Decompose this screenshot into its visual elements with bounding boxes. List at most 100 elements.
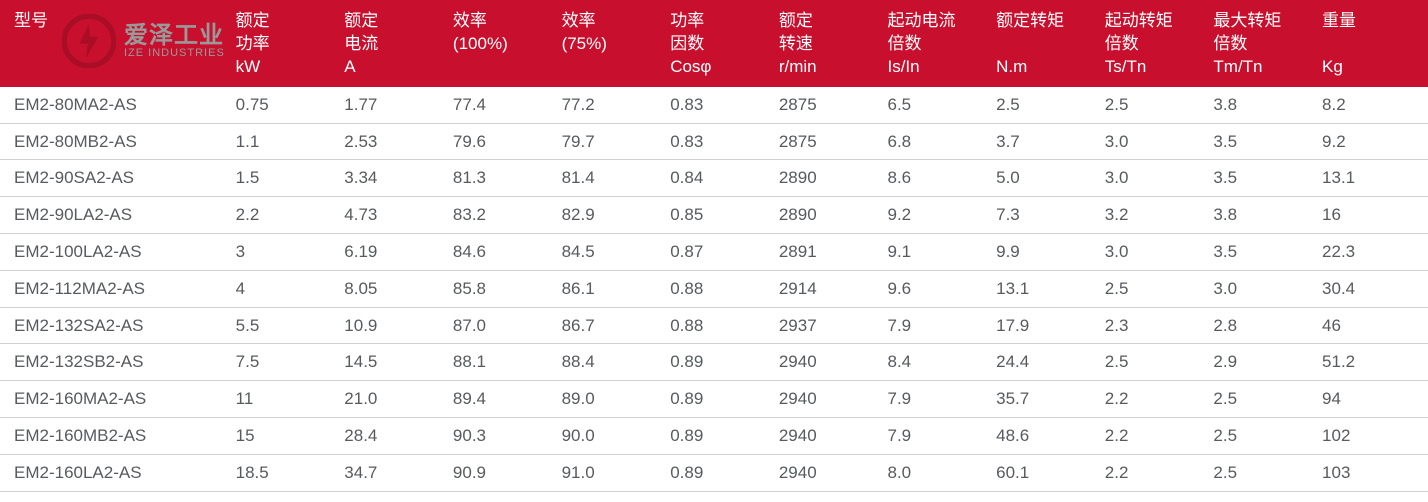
cell-isin: 6.5 xyxy=(879,87,988,123)
cell-model: EM2-160MB2-AS xyxy=(0,417,228,454)
cell-torque: 5.0 xyxy=(988,160,1097,197)
cell-power: 5.5 xyxy=(228,307,337,344)
cell-weight: 30.4 xyxy=(1314,270,1428,307)
header-line: 转速 xyxy=(779,33,872,56)
header-line: 效率 xyxy=(453,10,546,33)
cell-model: EM2-90SA2-AS xyxy=(0,160,228,197)
cell-power: 3 xyxy=(228,234,337,271)
header-line: 因数 xyxy=(670,33,763,56)
cell-current: 8.05 xyxy=(336,270,445,307)
cell-tstn: 2.3 xyxy=(1097,307,1206,344)
cell-pf: 0.89 xyxy=(662,381,771,418)
cell-eff75: 86.1 xyxy=(554,270,663,307)
cell-weight: 94 xyxy=(1314,381,1428,418)
cell-eff100: 83.2 xyxy=(445,197,554,234)
table-row: EM2-112MA2-AS48.0585.886.10.8829149.613.… xyxy=(0,270,1428,307)
cell-eff75: 90.0 xyxy=(554,417,663,454)
cell-model: EM2-90LA2-AS xyxy=(0,197,228,234)
col-header-tstn: 起动转矩倍数Ts/Tn xyxy=(1097,0,1206,87)
cell-tmtn: 2.8 xyxy=(1205,307,1314,344)
header-line: 电流 xyxy=(344,33,437,56)
cell-eff100: 87.0 xyxy=(445,307,554,344)
header-line: 额定转矩 xyxy=(996,10,1089,33)
cell-tstn: 3.0 xyxy=(1097,234,1206,271)
col-header-torque: 额定转矩 N.m xyxy=(988,0,1097,87)
cell-current: 10.9 xyxy=(336,307,445,344)
cell-isin: 9.2 xyxy=(879,197,988,234)
cell-pf: 0.83 xyxy=(662,123,771,160)
cell-tstn: 2.2 xyxy=(1097,454,1206,491)
cell-eff75: 79.7 xyxy=(554,123,663,160)
cell-model: EM2-132SA2-AS xyxy=(0,307,228,344)
cell-torque: 17.9 xyxy=(988,307,1097,344)
cell-isin: 7.9 xyxy=(879,381,988,418)
cell-speed: 2937 xyxy=(771,307,880,344)
cell-weight: 13.1 xyxy=(1314,160,1428,197)
cell-eff100: 88.1 xyxy=(445,344,554,381)
cell-eff75: 81.4 xyxy=(554,160,663,197)
cell-eff100: 85.8 xyxy=(445,270,554,307)
cell-power: 1.1 xyxy=(228,123,337,160)
cell-tmtn: 2.5 xyxy=(1205,381,1314,418)
cell-tmtn: 3.0 xyxy=(1205,270,1314,307)
cell-torque: 48.6 xyxy=(988,417,1097,454)
cell-model: EM2-132SB2-AS xyxy=(0,344,228,381)
header-line: 起动电流 xyxy=(887,10,980,33)
cell-speed: 2875 xyxy=(771,123,880,160)
header-line: 型号 xyxy=(14,10,220,33)
cell-torque: 9.9 xyxy=(988,234,1097,271)
table-row: EM2-160LA2-AS18.534.790.991.00.8929408.0… xyxy=(0,454,1428,491)
header-line: (100%) xyxy=(453,33,546,56)
cell-tstn: 2.5 xyxy=(1097,87,1206,123)
cell-power: 7.5 xyxy=(228,344,337,381)
cell-weight: 46 xyxy=(1314,307,1428,344)
cell-tmtn: 2.9 xyxy=(1205,344,1314,381)
cell-tstn: 2.5 xyxy=(1097,344,1206,381)
header-line: A xyxy=(344,56,437,79)
table-row: EM2-80MB2-AS1.12.5379.679.70.8328756.83.… xyxy=(0,123,1428,160)
cell-weight: 16 xyxy=(1314,197,1428,234)
cell-pf: 0.88 xyxy=(662,270,771,307)
motor-spec-table: 型号 额定功率kW额定电流A效率(100%) 效率(75%) 功率因数Cosφ额… xyxy=(0,0,1428,492)
cell-pf: 0.89 xyxy=(662,454,771,491)
header-line: 倍数 xyxy=(887,33,980,56)
cell-pf: 0.87 xyxy=(662,234,771,271)
cell-isin: 9.6 xyxy=(879,270,988,307)
table-row: EM2-132SA2-AS5.510.987.086.70.8829377.91… xyxy=(0,307,1428,344)
cell-power: 1.5 xyxy=(228,160,337,197)
cell-isin: 7.9 xyxy=(879,417,988,454)
header-line: Tm/Tn xyxy=(1213,56,1306,79)
cell-tstn: 3.2 xyxy=(1097,197,1206,234)
header-line: 最大转矩 xyxy=(1213,10,1306,33)
header-line: 功率 xyxy=(670,10,763,33)
header-line xyxy=(453,56,546,79)
cell-torque: 35.7 xyxy=(988,381,1097,418)
cell-tmtn: 3.8 xyxy=(1205,87,1314,123)
cell-torque: 24.4 xyxy=(988,344,1097,381)
cell-pf: 0.89 xyxy=(662,344,771,381)
cell-current: 2.53 xyxy=(336,123,445,160)
header-line: Is/In xyxy=(887,56,980,79)
header-line: 效率 xyxy=(562,10,655,33)
table-row: EM2-90LA2-AS2.24.7383.282.90.8528909.27.… xyxy=(0,197,1428,234)
header-line: 额定 xyxy=(344,10,437,33)
cell-eff75: 86.7 xyxy=(554,307,663,344)
cell-torque: 60.1 xyxy=(988,454,1097,491)
col-header-current: 额定电流A xyxy=(336,0,445,87)
cell-eff75: 77.2 xyxy=(554,87,663,123)
cell-power: 0.75 xyxy=(228,87,337,123)
cell-eff75: 84.5 xyxy=(554,234,663,271)
cell-torque: 2.5 xyxy=(988,87,1097,123)
cell-isin: 6.8 xyxy=(879,123,988,160)
header-line: r/min xyxy=(779,56,872,79)
col-header-pf: 功率因数Cosφ xyxy=(662,0,771,87)
cell-speed: 2890 xyxy=(771,197,880,234)
cell-current: 14.5 xyxy=(336,344,445,381)
cell-model: EM2-80MA2-AS xyxy=(0,87,228,123)
col-header-speed: 额定转速r/min xyxy=(771,0,880,87)
table-row: EM2-100LA2-AS36.1984.684.50.8728919.19.9… xyxy=(0,234,1428,271)
table-row: EM2-160MA2-AS1121.089.489.00.8929407.935… xyxy=(0,381,1428,418)
header-line: kW xyxy=(236,56,329,79)
cell-current: 1.77 xyxy=(336,87,445,123)
cell-model: EM2-160LA2-AS xyxy=(0,454,228,491)
